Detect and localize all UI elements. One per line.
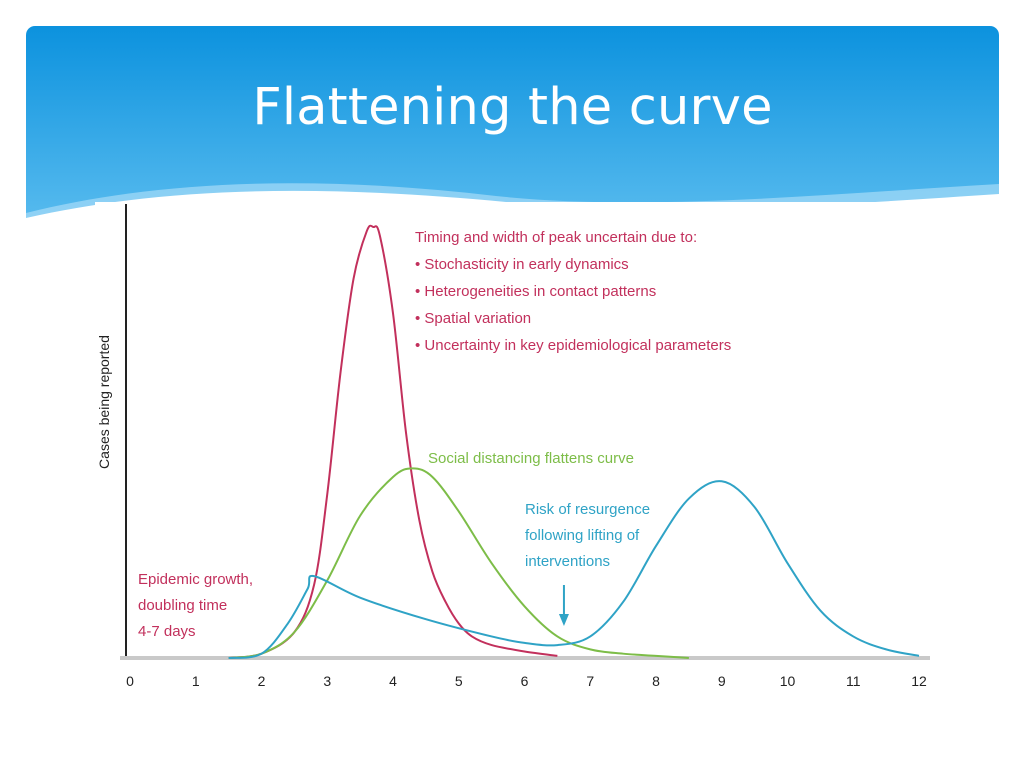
chart-panel: 0 1 2 3 4 5 6 7 8 9 10 11 12 Cases being reported Timi… [95, 202, 930, 700]
slide-title: Flattening the curve [252, 78, 773, 137]
x-tick-label: 1 [192, 673, 200, 689]
epidemic-growth-label: Epidemic growth, [138, 571, 253, 588]
peak-uncertainty-heading: Timing and width of peak uncertain due t… [415, 229, 697, 246]
x-tick-label: 0 [126, 673, 134, 689]
uncertainty-bullet: • Spatial variation [415, 310, 531, 327]
x-tick-label: 5 [455, 673, 463, 689]
resurgence-label: Risk of resurgence [525, 501, 650, 518]
epidemic-growth-label: 4-7 days [138, 623, 196, 640]
x-tick-label: 6 [521, 673, 529, 689]
resurgence-label: interventions [525, 553, 610, 570]
x-tick-label: 9 [718, 673, 726, 689]
uncertainty-bullet: • Uncertainty in key epidemiological par… [415, 337, 731, 354]
uncertainty-bullet: • Stochasticity in early dynamics [415, 256, 629, 273]
social-distancing-label: Social distancing flattens curve [428, 450, 634, 467]
y-axis-label: Cases being reported [96, 335, 112, 469]
resurgence-curve [228, 480, 920, 659]
x-tick-label: 11 [846, 673, 861, 689]
resurgence-arrow-head [558, 614, 569, 626]
x-tick-label: 3 [323, 673, 331, 689]
epidemic-growth-label: doubling time [138, 597, 227, 614]
uncertainty-bullet: • Heterogeneities in contact patterns [415, 283, 656, 300]
x-tick-label: 10 [780, 673, 796, 689]
x-tick-label: 8 [652, 673, 660, 689]
x-tick-label: 2 [258, 673, 266, 689]
unmitigated-curve [228, 224, 558, 659]
resurgence-label: following lifting of [525, 527, 640, 544]
social-distancing-curve [228, 467, 689, 659]
x-tick-label: 4 [389, 673, 397, 689]
x-tick-label: 12 [911, 673, 927, 689]
x-tick-label: 7 [586, 673, 594, 689]
